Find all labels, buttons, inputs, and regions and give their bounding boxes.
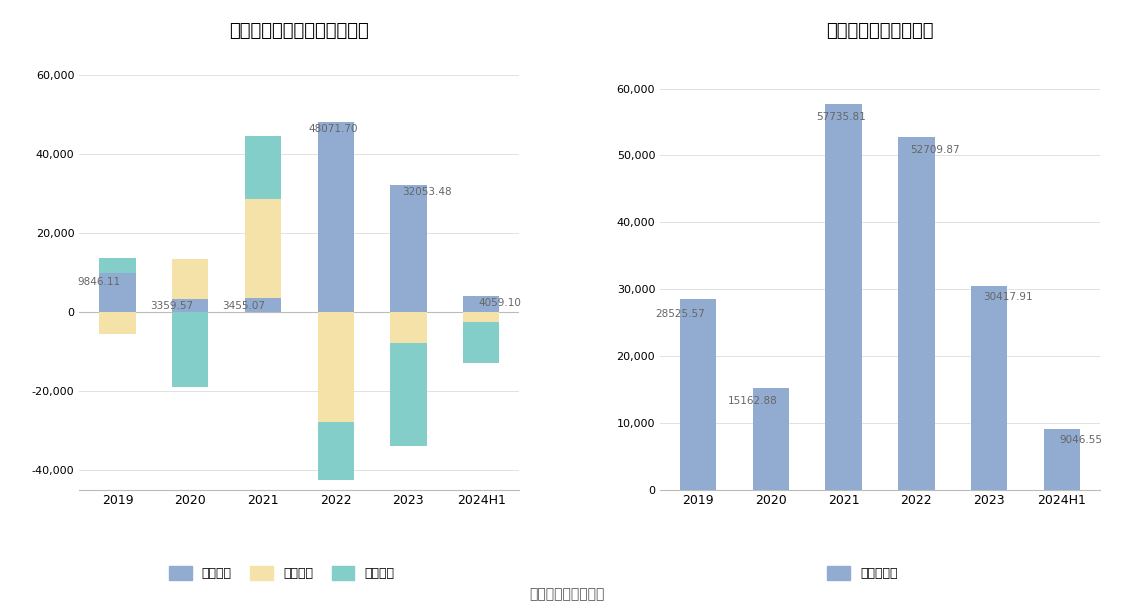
Bar [172, 299, 209, 312]
Legend: 自由现金流: 自由现金流 [822, 561, 903, 586]
Text: 52709.87: 52709.87 [911, 145, 960, 155]
Bar [100, 258, 136, 273]
Bar [172, 312, 209, 387]
Text: 28525.57: 28525.57 [655, 309, 705, 319]
Text: 48071.70: 48071.70 [308, 124, 357, 134]
Title: 自由现金流量（万元）: 自由现金流量（万元） [827, 21, 933, 40]
Bar [100, 312, 136, 334]
Bar [245, 298, 281, 312]
Bar [318, 122, 354, 312]
Text: 32053.48: 32053.48 [403, 187, 452, 198]
Text: 9046.55: 9046.55 [1059, 435, 1102, 445]
Bar [390, 343, 426, 446]
Bar [245, 200, 281, 298]
Legend: 经营活动, 筹资活动, 投资活动: 经营活动, 筹资活动, 投资活动 [164, 561, 399, 586]
Text: 15162.88: 15162.88 [728, 396, 778, 406]
Bar [318, 422, 354, 480]
Bar [390, 185, 426, 312]
Text: 数据来源：恒生聚源: 数据来源：恒生聚源 [530, 588, 604, 602]
Bar [390, 312, 426, 343]
Text: 9846.11: 9846.11 [77, 277, 120, 287]
Text: 30417.91: 30417.91 [983, 293, 1033, 302]
Bar [463, 322, 499, 363]
Bar [100, 273, 136, 312]
Bar [826, 103, 862, 490]
Bar [463, 296, 499, 312]
Text: 3455.07: 3455.07 [222, 300, 265, 311]
Title: 皇马科技现金流净额（万元）: 皇马科技现金流净额（万元） [229, 21, 370, 40]
Bar [898, 137, 934, 490]
Text: 3359.57: 3359.57 [150, 300, 193, 311]
Bar [245, 136, 281, 200]
Bar [463, 312, 499, 322]
Bar [1043, 429, 1080, 490]
Bar [680, 299, 717, 490]
Bar [753, 388, 789, 490]
Bar [172, 259, 209, 299]
Text: 4059.10: 4059.10 [479, 298, 522, 308]
Bar [971, 286, 1007, 490]
Bar [318, 312, 354, 422]
Text: 57735.81: 57735.81 [815, 112, 865, 122]
